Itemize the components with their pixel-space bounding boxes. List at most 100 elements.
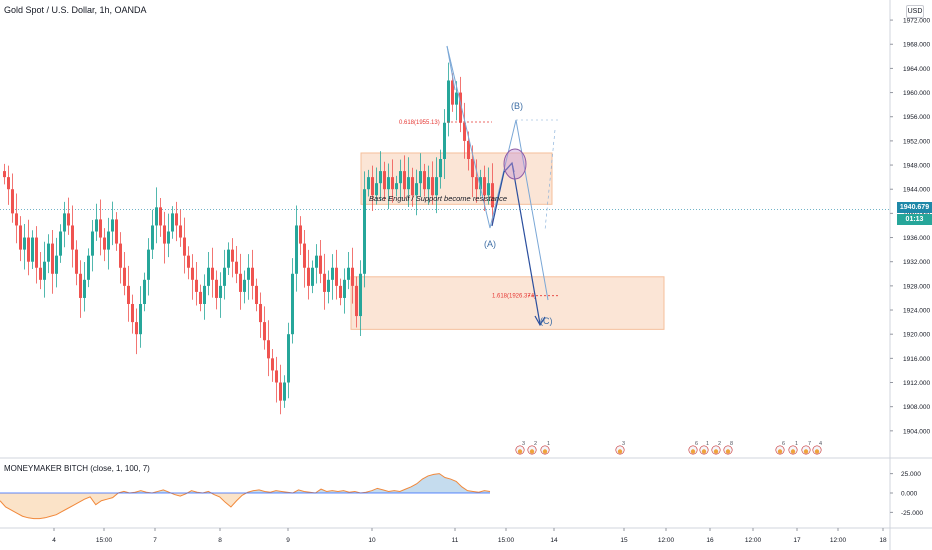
candle-body xyxy=(111,219,114,232)
candle-body xyxy=(11,189,14,214)
time-tick-label: 11 xyxy=(452,537,459,544)
candle-body xyxy=(63,213,66,232)
event-badge-dot xyxy=(542,449,548,454)
event-badge-count: 6 xyxy=(782,441,785,447)
candle-body xyxy=(211,267,214,280)
candle-body xyxy=(287,334,290,383)
candle-body xyxy=(475,177,478,190)
candle-body xyxy=(283,382,286,401)
price-tick-label: 1932.000 xyxy=(903,259,930,266)
candle-body xyxy=(107,231,110,250)
event-badge-dot xyxy=(617,449,623,454)
candle-body xyxy=(171,213,174,232)
candle-body xyxy=(251,267,254,286)
candle-body xyxy=(175,213,178,226)
candle-body xyxy=(459,92,462,123)
indicator-title[interactable]: MONEYMAKER BITCH (close, 1, 100, 7) xyxy=(4,464,150,473)
price-tick-label: 1928.000 xyxy=(903,283,930,290)
event-badge-count: 4 xyxy=(819,441,822,447)
candle-body xyxy=(215,279,218,298)
time-tick-label: 18 xyxy=(879,537,887,544)
candle-body xyxy=(375,183,378,196)
time-tick-label: 12:00 xyxy=(830,537,847,544)
candle-body xyxy=(367,177,370,190)
event-badge-count: 7 xyxy=(808,441,811,447)
candle-body xyxy=(163,225,166,244)
price-tick-label: 1920.000 xyxy=(903,332,930,339)
event-badge-count: 2 xyxy=(534,441,537,447)
time-tick-label: 4 xyxy=(52,537,56,544)
time-tick-label: 15 xyxy=(620,537,628,544)
time-tick-label: 14 xyxy=(550,537,558,544)
time-tick-label: 15:00 xyxy=(498,537,515,544)
candle-body xyxy=(407,177,410,190)
candle-body xyxy=(95,219,98,232)
indicator-positive-fill xyxy=(0,473,490,493)
price-tick-label: 1936.000 xyxy=(903,235,930,242)
candle-body xyxy=(183,237,186,256)
candle-body xyxy=(75,249,78,274)
last-price-tag: 1940.679 xyxy=(897,202,932,213)
event-badge-count: 6 xyxy=(695,441,698,447)
candle-body xyxy=(127,285,130,304)
candle-body xyxy=(195,279,198,292)
candles-layer xyxy=(3,62,494,415)
candle-body xyxy=(99,219,102,238)
candle-body xyxy=(479,177,482,190)
candle-body xyxy=(27,237,30,262)
candle-body xyxy=(19,225,22,250)
candle-body xyxy=(207,267,210,286)
candle-body xyxy=(399,171,402,184)
event-badge-count: 3 xyxy=(522,441,525,447)
candle-body xyxy=(467,140,470,160)
candle-body xyxy=(463,122,466,141)
candle-body xyxy=(271,358,274,371)
reversal-circle xyxy=(503,148,527,180)
candle-body xyxy=(419,171,422,184)
candle-body xyxy=(7,177,10,190)
candle-body xyxy=(119,243,122,268)
candle-body xyxy=(143,279,146,304)
candle-body xyxy=(291,273,294,335)
candle-body xyxy=(115,219,118,244)
overlay-layer: 0.618(1955.13) 1.618(1926.374) (B) (A) (C) Ba… xyxy=(369,45,822,455)
event-badge-dot xyxy=(790,449,796,454)
candle-body xyxy=(131,303,134,323)
candle-body xyxy=(51,243,54,274)
candle-body xyxy=(323,273,326,292)
candle-body xyxy=(167,231,170,244)
candle-body xyxy=(71,225,74,250)
candle-body xyxy=(67,213,70,226)
event-badge-dot xyxy=(713,449,719,454)
candle-body xyxy=(247,267,250,280)
event-badge-dot xyxy=(517,449,523,454)
time-tick-label: 16 xyxy=(706,537,714,544)
candle-body xyxy=(47,243,50,262)
candle-body xyxy=(31,237,34,262)
candle-body xyxy=(87,255,90,280)
candle-body xyxy=(59,231,62,256)
event-badge-dot xyxy=(701,449,707,454)
event-badge-dot xyxy=(725,449,731,454)
candle-body xyxy=(363,189,366,274)
wave-label-b: (B) xyxy=(511,101,523,111)
candle-body xyxy=(103,237,106,250)
price-tick-label: 1960.000 xyxy=(903,90,930,97)
candle-body xyxy=(219,285,222,298)
candle-body xyxy=(387,177,390,190)
indicator-area xyxy=(0,473,490,519)
candle-body xyxy=(275,370,278,383)
price-tick-label: 1924.000 xyxy=(903,308,930,315)
event-badge-count: 1 xyxy=(795,441,798,447)
countdown-tag: 01:13 xyxy=(897,214,932,225)
currency-badge[interactable]: USD xyxy=(906,5,924,18)
symbol-title[interactable]: Gold Spot / U.S. Dollar, 1h, OANDA xyxy=(4,5,147,15)
time-tick-label: 12:00 xyxy=(658,537,675,544)
fib-1618-label: 1.618(1926.374) xyxy=(492,294,536,300)
candle-body xyxy=(327,279,330,292)
candle-body xyxy=(331,267,334,280)
candle-body xyxy=(415,183,418,196)
candle-body xyxy=(443,122,446,160)
